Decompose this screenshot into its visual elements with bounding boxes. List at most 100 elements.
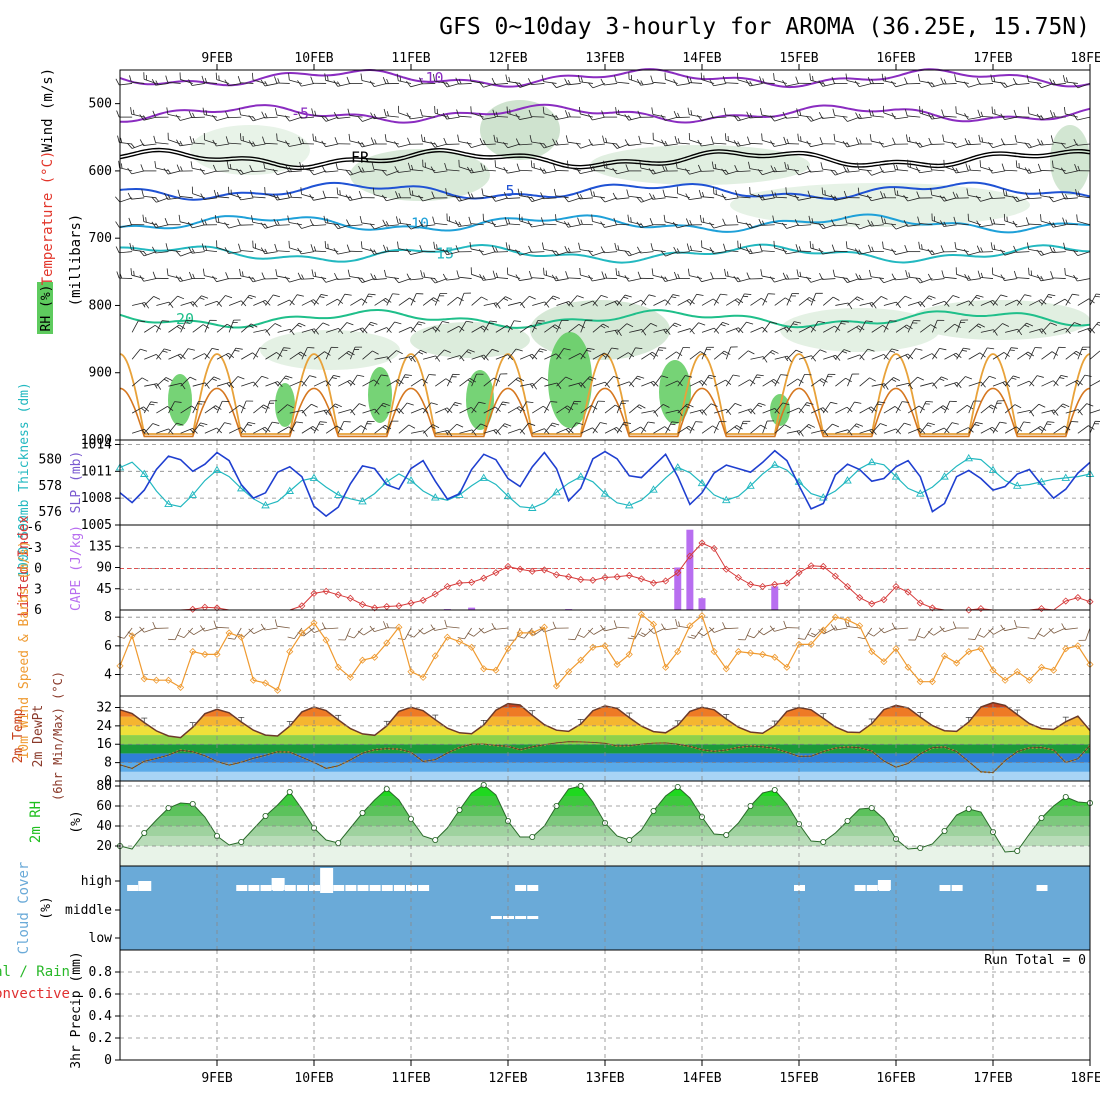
upper-wind-barb — [859, 348, 875, 360]
barb-flag — [225, 295, 233, 299]
high-cloud-cell — [418, 885, 430, 891]
barb-flag — [274, 619, 278, 627]
barb-flag — [988, 166, 993, 174]
barb-flag — [200, 193, 205, 200]
top-date-label: 15FEB — [779, 51, 818, 66]
barb-staff — [398, 143, 412, 148]
barb-staff — [325, 143, 339, 148]
barb-staff — [822, 83, 836, 87]
barb-staff — [253, 347, 261, 360]
top-date-axis: 9FEB 10FEB 11FEB 12FEB 13FEB 14FEB 15FEB 16FEB 1… — [201, 51, 1100, 70]
rh-high-shading — [168, 374, 192, 426]
barb-staff — [410, 194, 424, 199]
barb-flag — [806, 165, 811, 173]
barb-staff — [277, 404, 288, 414]
upper-wind-barb — [757, 168, 775, 176]
upper-wind-barb — [904, 77, 921, 85]
barb-staff — [301, 116, 315, 119]
upper-wind-barb — [650, 243, 666, 253]
upper-wind-barb — [786, 430, 804, 437]
barb-staff — [446, 169, 460, 172]
upper-wind-barb — [723, 243, 739, 253]
barb-flag — [940, 245, 944, 253]
upper-wind-barb — [576, 192, 593, 200]
barb-staff — [446, 83, 460, 88]
barb-flag — [915, 166, 920, 173]
barb-flag — [288, 240, 290, 248]
barb-flag — [264, 248, 268, 254]
barb-flag — [636, 221, 642, 228]
barb-flag — [1029, 410, 1035, 417]
barb-staff — [1004, 143, 1018, 146]
barb-staff — [955, 170, 969, 174]
upper-wind-barb — [673, 246, 690, 254]
bottom-date-label: 11FEB — [391, 1071, 430, 1086]
upper-wind-barb — [907, 320, 921, 333]
barb-staff — [579, 249, 593, 253]
upper-wind-barb — [362, 350, 379, 360]
barb-flag — [1036, 113, 1042, 121]
barb-staff — [374, 298, 386, 306]
barb-staff — [519, 220, 533, 226]
barb-staff — [580, 376, 590, 387]
barb-staff — [616, 422, 625, 434]
barb-flag — [117, 135, 120, 143]
upper-wind-barb — [359, 216, 375, 226]
upper-wind-barb — [806, 276, 824, 283]
barb-staff — [216, 116, 230, 122]
barb-staff — [798, 326, 811, 333]
barb-staff — [374, 83, 387, 87]
barb-flag — [759, 76, 763, 84]
barb-flag — [639, 160, 642, 169]
barb-staff — [870, 224, 884, 227]
barb-flag — [618, 270, 620, 276]
barb-flag — [227, 637, 235, 640]
barb-staff — [968, 294, 978, 306]
barb-staff — [447, 374, 454, 387]
barb-flag — [817, 320, 825, 324]
barb-flag — [640, 222, 644, 228]
wind-speed-point — [589, 643, 597, 651]
barb-flag — [841, 320, 849, 323]
barb-staff — [544, 422, 553, 434]
barb-staff — [458, 197, 472, 202]
barb-staff — [980, 141, 994, 145]
barb-flag — [466, 320, 474, 323]
barb-staff — [1016, 197, 1030, 203]
barb-flag — [264, 187, 266, 195]
upper-wind-barb — [289, 421, 304, 434]
barb-flag — [483, 354, 489, 361]
barb-staff — [180, 348, 189, 360]
lifted-index-point — [189, 605, 197, 613]
barb-flag — [347, 635, 355, 639]
barb-flag — [368, 323, 374, 327]
barb-staff — [544, 143, 557, 149]
barb-flag — [908, 136, 911, 142]
barb-flag — [975, 421, 983, 425]
upper-wind-barb — [991, 106, 1006, 118]
y-tick-label: 80 — [96, 779, 112, 794]
barb-flag — [713, 298, 719, 304]
upper-wind-barb — [956, 319, 969, 333]
barb-staff — [277, 426, 290, 434]
lifted-index-point — [322, 587, 330, 595]
barb-staff — [386, 379, 399, 387]
barb-flag — [309, 169, 315, 176]
barb-flag — [407, 137, 411, 145]
barb-staff — [944, 422, 953, 434]
barb-flag — [618, 109, 620, 115]
barb-flag — [277, 78, 280, 84]
upper-wind-barb — [677, 328, 695, 335]
upper-wind-barb — [953, 216, 969, 226]
thickness-point — [721, 495, 731, 504]
barb-flag — [430, 277, 436, 284]
barb-staff — [532, 428, 545, 434]
barb-flag — [311, 269, 314, 277]
cloud-tall-cell — [320, 868, 334, 893]
upper-wind-barb — [393, 277, 412, 284]
barb-flag — [397, 638, 405, 640]
barb-flag — [564, 110, 569, 118]
barb-flag — [155, 197, 160, 202]
barb-flag — [373, 249, 377, 255]
barb-flag — [346, 219, 350, 227]
